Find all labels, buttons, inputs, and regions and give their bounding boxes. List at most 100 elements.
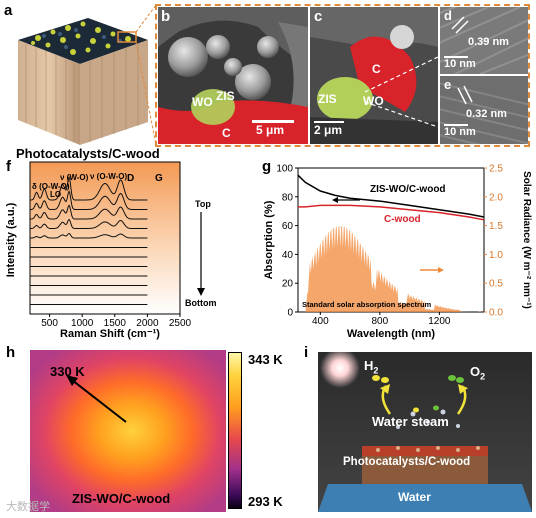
panel-b-letter: b xyxy=(161,8,171,25)
label-wo-c: WO xyxy=(363,94,384,108)
abs-xtick-label-1200: 1200 xyxy=(428,316,451,327)
abs-xtick-label-400: 400 xyxy=(312,316,329,327)
spectrum-label: Standard solar absorption spectrum xyxy=(302,300,432,309)
radiance-ytick-label-0: 0.0 xyxy=(489,308,503,319)
abs-ytick-label-60: 60 xyxy=(282,221,294,232)
colorbar-min: 293 K xyxy=(248,494,283,509)
scale-bar-b-label: 5 μm xyxy=(256,123,285,137)
thermal-image xyxy=(30,350,226,512)
raman-xtick-label-1500: 1500 xyxy=(104,318,127,329)
absorption-yticks: 0 20 40 60 80 100 xyxy=(276,164,298,319)
temp-marker-arrowhead xyxy=(66,375,78,386)
abs-ytick-label-0: 0 xyxy=(287,308,293,319)
legend-arrow-right-head xyxy=(438,267,444,273)
solar-radiance-yticks: 0.0 0.5 1.0 1.5 2.0 2.5 xyxy=(484,164,503,319)
peak-label-delta-owo: δ (O-W-O) xyxy=(32,182,70,191)
radiance-ytick-label-1.5: 1.5 xyxy=(489,221,503,232)
abs-ytick-label-100: 100 xyxy=(276,164,293,175)
raman-trace-4 xyxy=(30,218,148,229)
raman-trace-2 xyxy=(30,190,148,210)
sem-image-b xyxy=(158,7,308,144)
thermal-colorbar xyxy=(228,352,242,509)
raman-top-label: Top xyxy=(195,199,211,209)
microscopy-frame xyxy=(155,4,530,147)
hrtem-image-d xyxy=(440,7,528,74)
watermark: 大数据学 xyxy=(6,501,50,513)
scale-bar-c-line xyxy=(314,121,344,123)
raman-ylabel: Intensity (a.u.) xyxy=(5,202,17,277)
carbonized-wood-block-illustration xyxy=(18,18,148,145)
radiance-ytick-label-2: 2.0 xyxy=(489,192,503,203)
scale-bar-d-line xyxy=(444,56,468,58)
absorption-chart: 0 20 40 60 80 100 0.0 0.5 1.0 1.5 2.0 2.5 400 800 12… xyxy=(263,164,532,341)
scale-bar-e-label: 10 nm xyxy=(444,126,476,138)
absorption-ylabel: Absorption (%) xyxy=(263,200,275,279)
label-c-c: C xyxy=(372,62,381,76)
raman-xlabel: Raman Shift (cm⁻¹) xyxy=(60,328,160,340)
water-label: Water xyxy=(398,490,431,504)
peak-label-d: D xyxy=(127,173,134,184)
legend-cwood: C-wood xyxy=(384,214,421,225)
panel-g-letter: g xyxy=(262,158,272,175)
peak-label-wo: ν (W-O) xyxy=(60,173,89,182)
raman-xtick-label-2500: 2500 xyxy=(169,318,192,329)
scale-bar-d-label: 10 nm xyxy=(444,58,476,70)
peak-label-g: G xyxy=(155,173,163,184)
h2-label-text: H xyxy=(364,358,374,373)
panel-e-letter: e xyxy=(444,77,452,92)
raman-xtick-label-1000: 1000 xyxy=(71,318,94,329)
water-steam-schematic xyxy=(318,352,532,512)
panel-h-letter: h xyxy=(6,344,16,361)
raman-trace-1 xyxy=(30,176,148,201)
panel-f-letter: f xyxy=(6,158,11,175)
abs-ytick-label-80: 80 xyxy=(282,192,294,203)
lattice-spacing-e: 0.32 nm xyxy=(466,108,507,120)
scale-bar-e-line xyxy=(444,124,468,126)
absorption-xticks: 400 800 1200 xyxy=(312,312,451,327)
panel-i-caption: Photocatalysts/C-wood xyxy=(343,456,471,468)
o2-label: O2 xyxy=(470,364,485,382)
raman-chart: 500 1000 1500 2000 2500 Raman Shift (cm⁻¹) I… xyxy=(5,161,217,340)
raman-xtick-label-500: 500 xyxy=(41,318,58,329)
solar-radiance-ylabel: Solar Radiance (W m⁻² nm⁻¹) xyxy=(521,171,532,309)
scale-bar-c-label: 2 μm xyxy=(314,123,343,137)
sem-image-c xyxy=(310,7,438,144)
zoom-guide-lines xyxy=(135,4,157,146)
o2-label-sub: 2 xyxy=(480,371,486,382)
temp-marker-arrow xyxy=(71,379,127,423)
peak-label-lo: LO xyxy=(50,190,61,199)
panel-h-caption: ZIS-WO/C-wood xyxy=(72,491,171,506)
panel-i-letter: i xyxy=(304,344,309,361)
raman-order-arrowhead xyxy=(197,288,205,296)
label-c-b: C xyxy=(222,126,231,140)
abs-xtick-label-800: 800 xyxy=(371,316,388,327)
abs-ytick-label-20: 20 xyxy=(282,279,294,290)
h2-label: H2 xyxy=(364,358,378,376)
radiance-ytick-label-1: 1.0 xyxy=(489,250,503,261)
line-cwood xyxy=(298,204,485,221)
line-zis-wo-cwood xyxy=(297,174,485,218)
label-zis-c: ZIS xyxy=(318,92,337,106)
o2-label-text: O xyxy=(470,364,481,379)
peak-label-owo: ν (O-W-O) xyxy=(90,172,128,181)
raman-trace-5 xyxy=(30,232,148,239)
panel-c-letter: c xyxy=(314,8,323,25)
abs-ytick-label-40: 40 xyxy=(282,250,294,261)
h2-label-sub: 2 xyxy=(373,365,379,376)
legend-zis-wo-cwood: ZIS-WO/C-wood xyxy=(370,184,446,195)
raman-trace-3 xyxy=(30,204,148,220)
raman-xtick-label-2000: 2000 xyxy=(136,318,159,329)
scale-bar-b-line xyxy=(252,120,294,123)
panel-a-caption: Photocatalysts/C-wood xyxy=(16,146,160,161)
panel-d-letter: d xyxy=(444,8,452,23)
colorbar-max: 343 K xyxy=(248,352,283,367)
radiance-ytick-label-2.5: 2.5 xyxy=(489,164,503,175)
raman-xticks: 500 1000 1500 2000 2500 xyxy=(41,314,192,329)
solar-spectrum-area xyxy=(305,225,482,312)
raman-bottom-label: Bottom xyxy=(185,298,217,308)
radiance-ytick-label-0.5: 0.5 xyxy=(489,279,503,290)
water-steam-label: Water steam xyxy=(372,414,449,429)
absorption-xlabel: Wavelength (nm) xyxy=(347,328,436,340)
hrtem-image-e xyxy=(440,76,528,144)
label-wo-b: WO xyxy=(192,95,213,109)
